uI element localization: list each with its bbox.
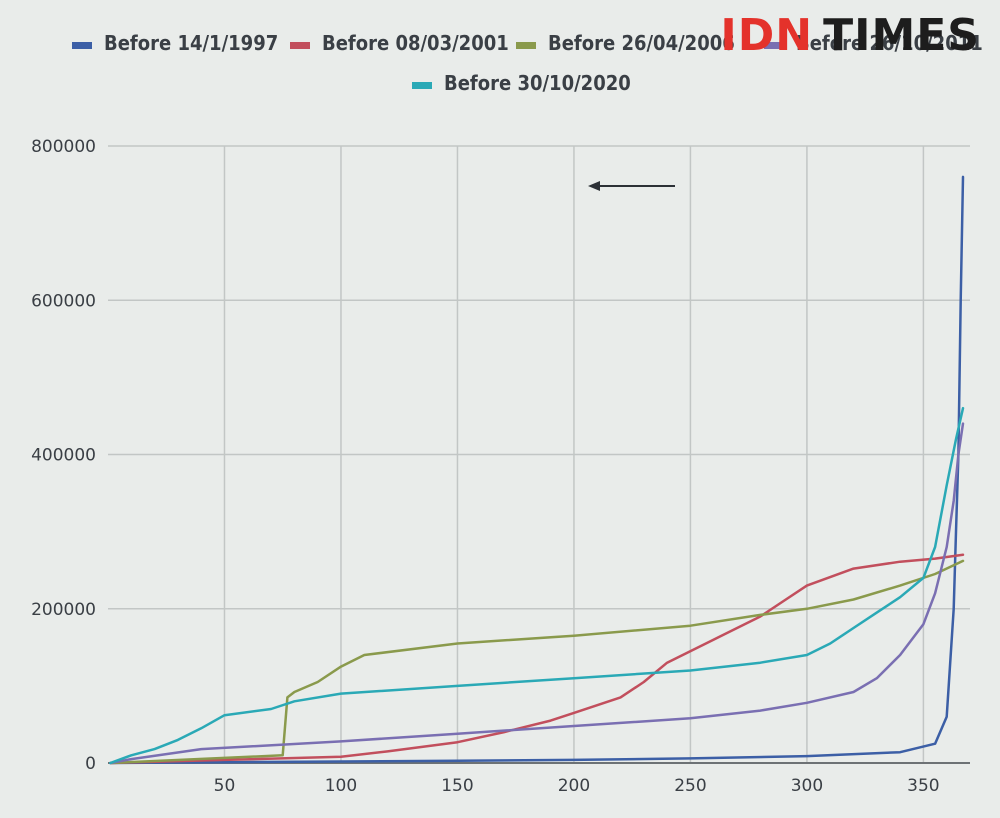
x-tick-label-1: 100 xyxy=(325,776,357,796)
legend-swatch-1 xyxy=(72,42,92,49)
legend-swatch-4 xyxy=(764,42,784,49)
x-tick-label-3: 200 xyxy=(558,776,590,796)
y-tick-label-2: 400000 xyxy=(31,446,96,466)
series-line-3 xyxy=(109,559,965,765)
annotation-arrow xyxy=(588,181,675,191)
brand-logo-part1: IDN xyxy=(720,10,814,61)
legend-label-2: Before 08/03/2001 xyxy=(322,31,509,55)
legend-label-4: Before 26/10/2011 xyxy=(796,31,983,55)
series-line-2 xyxy=(109,553,965,765)
legend-swatch-3 xyxy=(516,42,536,49)
x-tick-label-5: 300 xyxy=(791,776,823,796)
tick-labels: 0 200000 400000 600000 800000 50 100 150 200 250 3… xyxy=(31,137,940,796)
legend-label-5: Before 30/10/2020 xyxy=(444,71,631,95)
series-line-4 xyxy=(109,422,965,765)
legend-label-1: Before 14/1/1997 xyxy=(104,31,278,55)
legend: Before 14/1/1997 Before 08/03/2001 Before … xyxy=(72,31,983,95)
legend-label-3: Before 26/04/2006 xyxy=(548,31,735,55)
x-tick-label-6: 350 xyxy=(907,776,939,796)
series-line-5 xyxy=(109,406,965,765)
series-line-1 xyxy=(109,175,965,765)
x-tick-label-0: 50 xyxy=(214,776,236,796)
y-tick-label-4: 800000 xyxy=(31,137,96,157)
series-lines xyxy=(109,175,965,765)
x-tick-label-4: 250 xyxy=(674,776,706,796)
y-tick-label-1: 200000 xyxy=(31,600,96,620)
legend-swatch-5 xyxy=(412,82,432,89)
legend-swatch-2 xyxy=(290,42,310,49)
brand-logo-part2: TIMES xyxy=(823,10,980,61)
x-tick-label-2: 150 xyxy=(441,776,473,796)
brand-logo: IDN TIMES xyxy=(720,14,980,58)
grid-lines xyxy=(108,145,970,764)
y-tick-label-0: 0 xyxy=(85,754,96,774)
y-tick-label-3: 600000 xyxy=(31,291,96,311)
